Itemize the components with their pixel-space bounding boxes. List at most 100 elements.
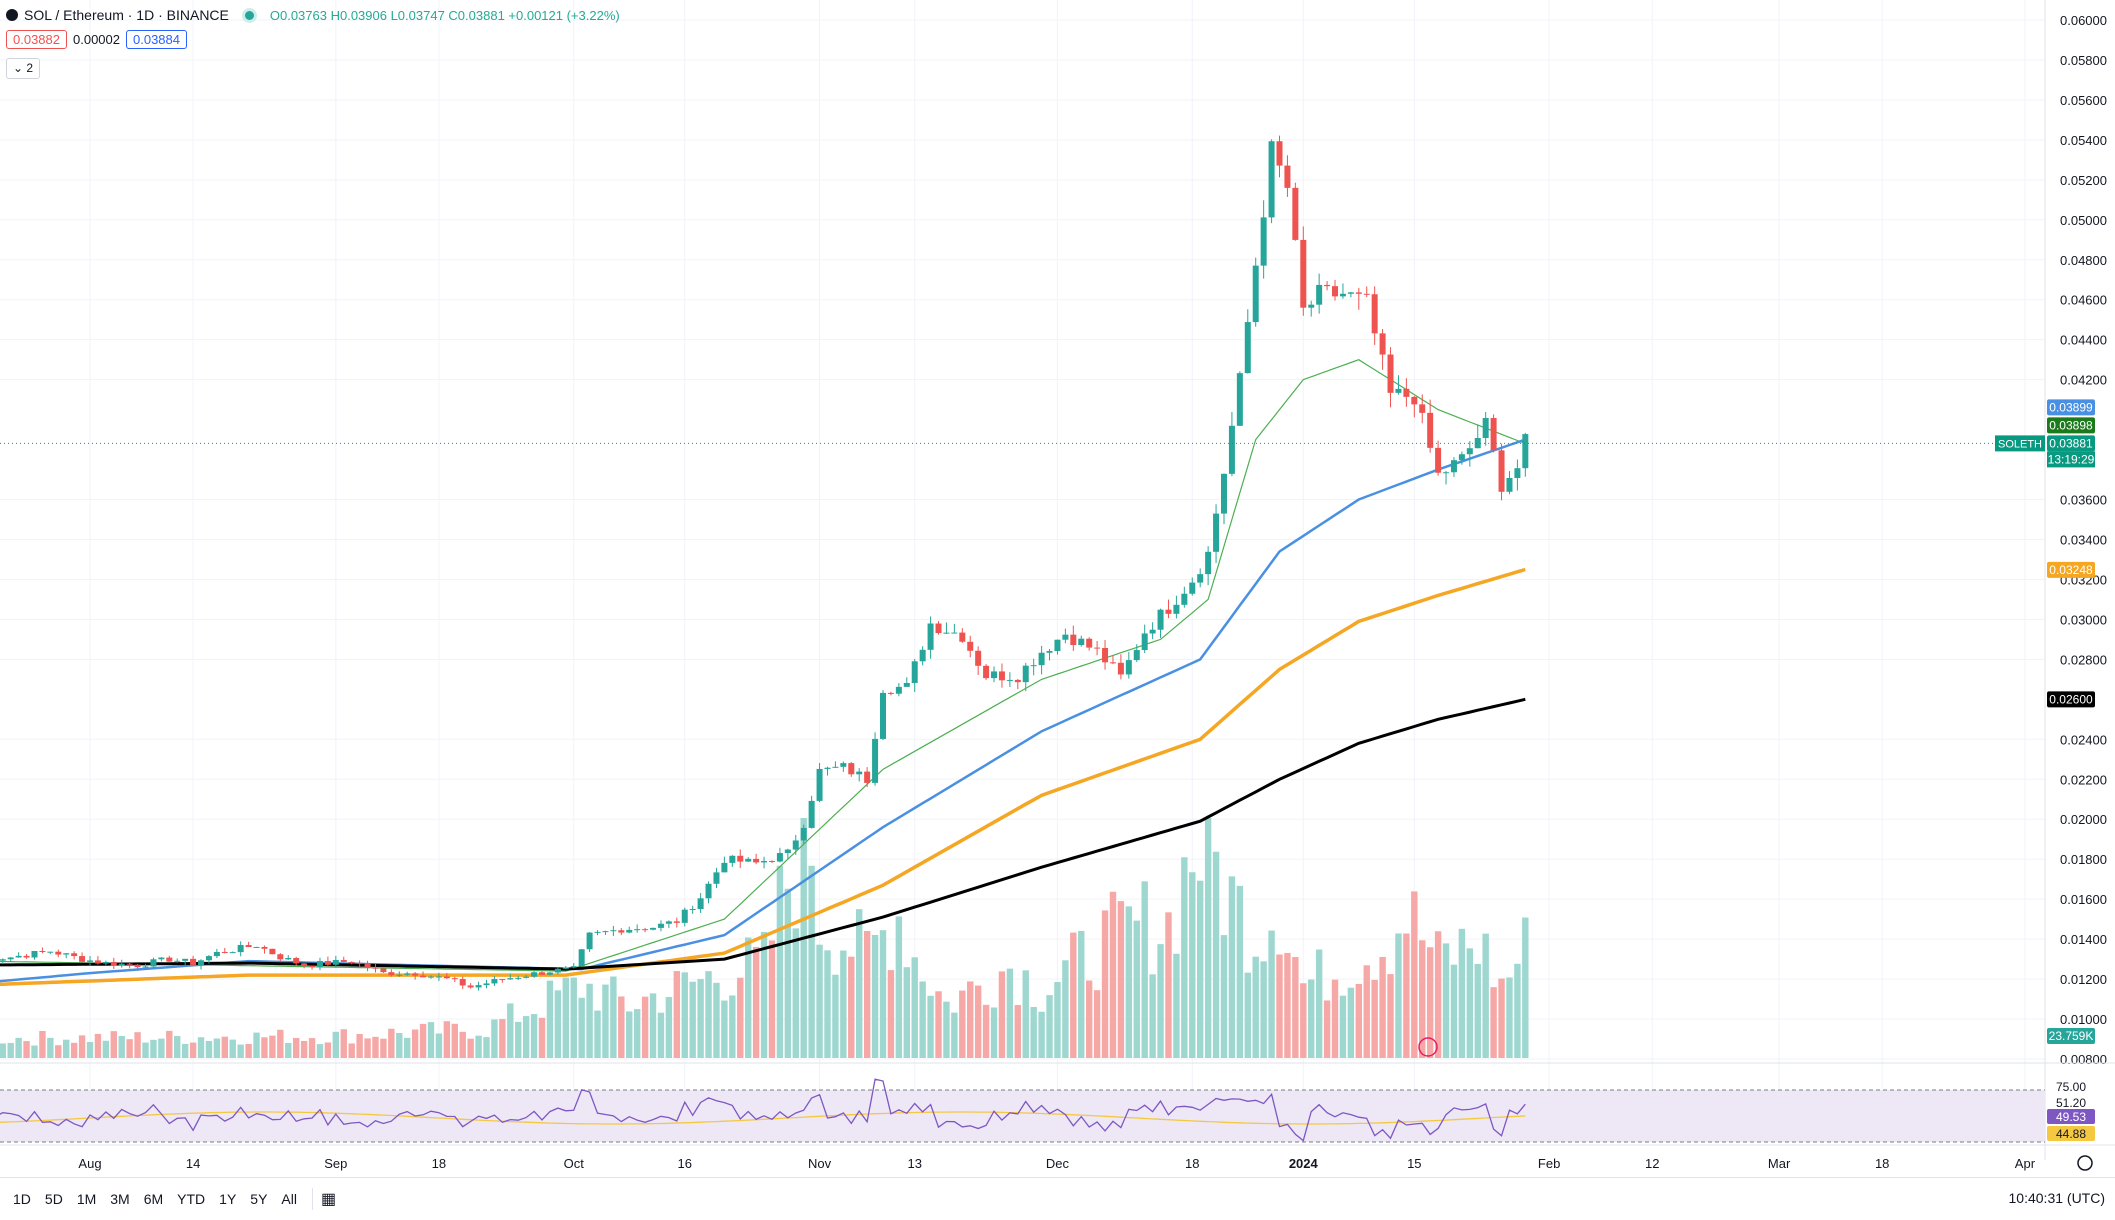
- volume-bar: [744, 937, 752, 1058]
- volume-bar: [1426, 947, 1434, 1058]
- candle: [903, 682, 910, 687]
- candle: [23, 955, 30, 958]
- volume-bar: [380, 1038, 387, 1058]
- candle: [618, 930, 625, 933]
- y-tick-label: 0.00800: [2060, 1052, 2107, 1067]
- candle: [110, 961, 117, 966]
- range-all[interactable]: All: [281, 1191, 297, 1207]
- candle: [1522, 434, 1529, 469]
- candle: [507, 978, 514, 980]
- volume-bar: [951, 1012, 958, 1058]
- volume-bar: [554, 990, 562, 1058]
- volume-bar: [586, 983, 593, 1058]
- candle: [348, 961, 355, 963]
- rsi-line: [0, 1078, 1526, 1142]
- volume-bar: [538, 1017, 546, 1058]
- candle: [364, 963, 371, 968]
- volume-bar: [316, 1044, 324, 1058]
- volume-bar: [213, 1038, 221, 1058]
- candle: [1355, 292, 1362, 294]
- volume-bar: [570, 977, 577, 1058]
- range-5y[interactable]: 5Y: [250, 1191, 268, 1207]
- candle: [245, 945, 252, 948]
- symbol-title[interactable]: SOL / Ethereum · 1D · BINANCE: [24, 7, 229, 23]
- range-ytd[interactable]: YTD: [177, 1191, 206, 1207]
- market-status-icon: [244, 10, 254, 20]
- candle: [864, 771, 871, 783]
- range-1d[interactable]: 1D: [13, 1191, 31, 1207]
- candle: [1070, 634, 1077, 646]
- price-tag-text: 0.03898: [2049, 418, 2093, 432]
- y-tick-label: 0.03400: [2060, 532, 2107, 547]
- candle: [1419, 404, 1426, 413]
- volume-bar: [340, 1029, 347, 1058]
- range-1y[interactable]: 1Y: [219, 1191, 237, 1207]
- time-axis[interactable]: Aug 14 Sep 18 Oct 16 Nov 13 Dec 18 2024 15 Feb 12 Mar 1…: [78, 1156, 2115, 1171]
- settings-gear-icon[interactable]: [2077, 1155, 2093, 1171]
- candle: [261, 946, 268, 949]
- utc-clock[interactable]: 10:40:31 (UTC): [2008, 1190, 2105, 1206]
- volume-bar: [1046, 995, 1053, 1058]
- candle: [991, 671, 998, 679]
- volume-bar: [1149, 974, 1156, 1058]
- lightning-icon[interactable]: [1418, 1037, 1438, 1057]
- x-tick-label: 14: [186, 1156, 200, 1171]
- candle: [911, 661, 918, 683]
- moving-average-line: [0, 697, 1526, 971]
- volume-bar: [832, 974, 839, 1058]
- x-tick-label: Apr: [2015, 1156, 2036, 1171]
- candle: [213, 951, 220, 957]
- volume-bar: [562, 977, 569, 1058]
- candle: [158, 957, 165, 960]
- volume-bar: [189, 1042, 197, 1058]
- volume-bar: [1220, 935, 1228, 1058]
- volume-bar: [903, 967, 910, 1058]
- candle: [1117, 662, 1124, 675]
- volume-bar: [1339, 995, 1347, 1058]
- volume-bar: [467, 1038, 474, 1058]
- volume-bar: [871, 934, 879, 1058]
- volume-bar: [737, 977, 744, 1058]
- candle: [1371, 294, 1378, 334]
- volume-bar: [1189, 872, 1196, 1058]
- volume-bar: [1260, 961, 1267, 1058]
- volume-bar: [887, 970, 895, 1058]
- range-3m[interactable]: 3M: [110, 1191, 130, 1207]
- indicators-toggle[interactable]: ⌄ 2: [6, 58, 41, 79]
- candle: [1260, 217, 1267, 266]
- buy-price-button[interactable]: 0.03884: [126, 30, 187, 49]
- candle: [1181, 593, 1188, 605]
- candle: [174, 960, 181, 962]
- ohlc-values: O0.03763 H0.03906 L0.03747 C0.03881 +0.0…: [269, 7, 620, 23]
- price-axis[interactable]: 0.06000 0.05800 0.05600 0.05400 0.05200 0.050…: [2060, 13, 2107, 1067]
- candle: [1173, 604, 1180, 614]
- volume-bar: [70, 1042, 78, 1058]
- candle: [824, 767, 831, 769]
- y-tick-label: 0.02000: [2060, 812, 2107, 827]
- volume-bar: [626, 1011, 633, 1058]
- range-1m[interactable]: 1M: [76, 1191, 97, 1207]
- candle: [1205, 551, 1212, 575]
- candle: [1197, 574, 1204, 583]
- candle: [737, 855, 744, 862]
- candle: [1062, 634, 1069, 640]
- x-tick-label: 2024: [1289, 1156, 1319, 1171]
- candle: [919, 649, 926, 662]
- moving-average-line: [0, 438, 1526, 983]
- sell-price-button[interactable]: 0.03882: [6, 30, 67, 49]
- range-6m[interactable]: 6M: [143, 1191, 164, 1207]
- volume-bar: [681, 972, 688, 1058]
- x-tick-label: 12: [1645, 1156, 1659, 1171]
- candle: [372, 967, 379, 969]
- range-5d[interactable]: 5D: [44, 1191, 63, 1207]
- candle: [324, 961, 331, 965]
- chart-svg[interactable]: 0.06000 0.05800 0.05600 0.05400 0.05200 0.050…: [0, 0, 2115, 1177]
- volume-bar: [1347, 987, 1355, 1058]
- candle: [1022, 665, 1029, 683]
- candle: [1236, 373, 1243, 426]
- candle: [94, 960, 101, 964]
- volume-bar: [1387, 974, 1394, 1058]
- y-tick-label: 0.02800: [2060, 652, 2107, 667]
- y-tick-label: 0.01400: [2060, 932, 2107, 947]
- date-range-icon[interactable]: ▦: [320, 1191, 337, 1208]
